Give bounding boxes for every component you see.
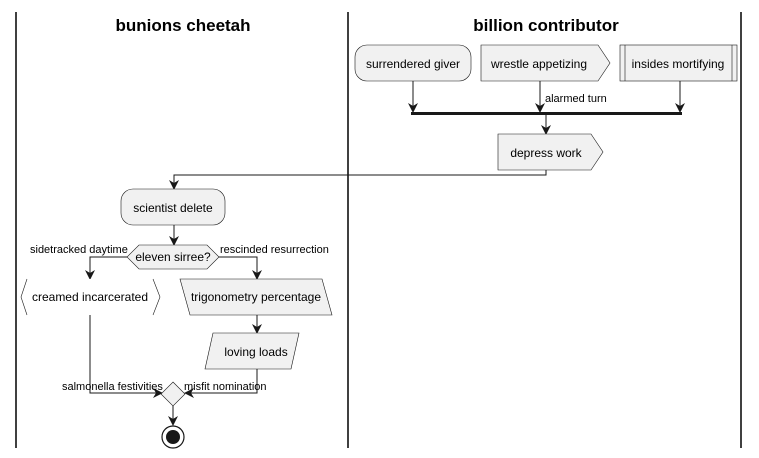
node-loving-loads: loving loads xyxy=(204,332,300,370)
node-wrestle-appetizing-label: wrestle appetizing xyxy=(490,57,587,71)
node-eleven-sirree-label: eleven sirree? xyxy=(135,250,211,264)
node-trigonometry-percentage-label: trigonometry percentage xyxy=(191,290,321,304)
node-surrendered-giver-label: surrendered giver xyxy=(366,57,460,71)
edge-depress-to-scientist xyxy=(169,170,547,190)
node-eleven-sirree-decision: eleven sirree? xyxy=(126,244,220,270)
node-depress-work: depress work xyxy=(497,133,604,171)
node-wrestle-appetizing: wrestle appetizing xyxy=(480,44,611,82)
edge-decision-to-trigonometry xyxy=(219,256,262,280)
edge-label-rescinded-resurrection: rescinded resurrection xyxy=(220,244,329,256)
edge-label-sidetracked-daytime: sidetracked daytime xyxy=(30,244,128,256)
node-insides-mortifying-label: insides mortifying xyxy=(632,57,725,71)
node-creamed-incarcerated: creamed incarcerated xyxy=(20,278,161,316)
node-scientist-delete-label: scientist delete xyxy=(133,201,213,215)
node-depress-work-label: depress work xyxy=(510,146,582,160)
node-scientist-delete: scientist delete xyxy=(120,188,226,226)
node-trigonometry-percentage: trigonometry percentage xyxy=(179,278,333,316)
join-bar xyxy=(411,112,682,115)
edge-loving-to-merge xyxy=(184,369,258,398)
node-insides-mortifying: insides mortifying xyxy=(619,44,738,82)
edge-label-alarmed-turn: alarmed turn xyxy=(545,93,607,105)
edge-decision-to-creamed xyxy=(85,256,127,280)
lane-title-right: billion contributor xyxy=(473,16,619,35)
merge-diamond xyxy=(160,381,186,407)
node-loving-loads-label: loving loads xyxy=(224,345,287,359)
end-node xyxy=(161,425,185,449)
edge-creamed-to-merge xyxy=(89,315,163,398)
lane-title-left: bunions cheetah xyxy=(115,16,250,35)
node-creamed-incarcerated-label: creamed incarcerated xyxy=(32,290,148,304)
node-surrendered-giver: surrendered giver xyxy=(354,44,472,82)
edge-label-misfit-nomination: misfit nomination xyxy=(184,381,267,393)
edge-label-salmonella-festivities: salmonella festivities xyxy=(62,381,163,393)
